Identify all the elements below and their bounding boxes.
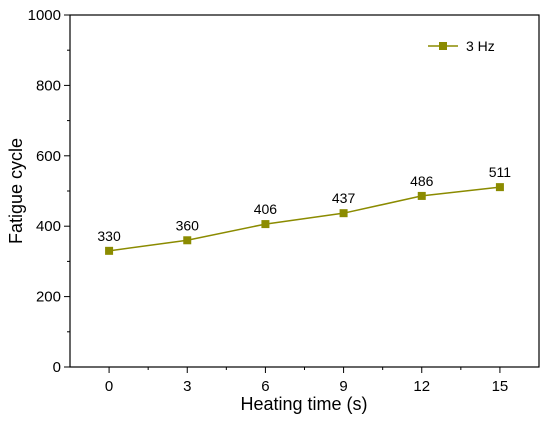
x-tick-label: 15 bbox=[492, 378, 509, 395]
data-label: 330 bbox=[97, 228, 121, 244]
y-tick-label: 0 bbox=[53, 359, 61, 376]
data-point bbox=[261, 220, 270, 229]
data-point bbox=[183, 236, 192, 245]
y-tick-label: 800 bbox=[36, 77, 61, 94]
y-tick-label: 600 bbox=[36, 148, 61, 165]
legend-marker bbox=[439, 42, 447, 50]
legend: 3 Hz bbox=[428, 38, 495, 54]
data-label: 406 bbox=[254, 201, 278, 217]
y-tick-label: 1000 bbox=[28, 7, 61, 24]
y-tick-label: 200 bbox=[36, 289, 61, 306]
x-tick-label: 12 bbox=[413, 378, 430, 395]
x-tick-label: 9 bbox=[339, 378, 347, 395]
data-label: 360 bbox=[176, 217, 200, 233]
series-layer: 330 360 406 437 486 511 bbox=[97, 164, 511, 255]
y-axis-title: Fatigue cycle bbox=[6, 138, 26, 244]
x-axis: 0 3 6 9 12 15 bbox=[105, 367, 508, 395]
data-label: 486 bbox=[410, 173, 434, 189]
data-label: 511 bbox=[489, 164, 512, 180]
y-tick-label: 400 bbox=[36, 218, 61, 235]
x-axis-title: Heating time (s) bbox=[240, 394, 367, 414]
x-tick-label: 0 bbox=[105, 378, 113, 395]
series-line bbox=[108, 186, 501, 252]
data-point bbox=[105, 246, 114, 255]
data-point bbox=[495, 183, 504, 192]
data-point bbox=[417, 191, 426, 200]
y-axis: 0 200 400 600 800 1000 bbox=[28, 7, 70, 376]
data-point bbox=[339, 209, 348, 218]
x-tick-label: 6 bbox=[261, 378, 269, 395]
x-tick-label: 3 bbox=[183, 378, 191, 395]
data-label: 437 bbox=[332, 190, 356, 206]
legend-label: 3 Hz bbox=[466, 38, 495, 54]
